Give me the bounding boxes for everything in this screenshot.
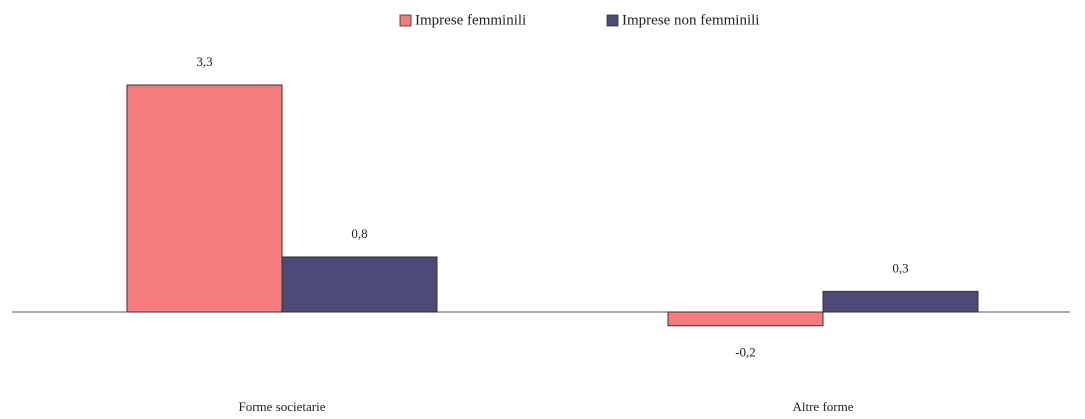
bar bbox=[126, 84, 283, 313]
legend-swatch bbox=[399, 14, 412, 27]
legend-label: Imprese non femminili bbox=[622, 12, 759, 28]
legend-swatch bbox=[606, 14, 619, 27]
data-label: -0,2 bbox=[735, 345, 756, 360]
data-label: 0,8 bbox=[351, 226, 367, 241]
legend-label: Imprese femminili bbox=[415, 12, 526, 28]
x-tick-label: Altre forme bbox=[792, 399, 853, 414]
bar bbox=[822, 290, 979, 313]
data-label: 0,3 bbox=[892, 260, 908, 275]
data-label: 3,3 bbox=[196, 54, 212, 69]
x-tick-label: Forme societarie bbox=[239, 399, 326, 414]
bar bbox=[281, 256, 438, 313]
bar bbox=[667, 311, 824, 327]
